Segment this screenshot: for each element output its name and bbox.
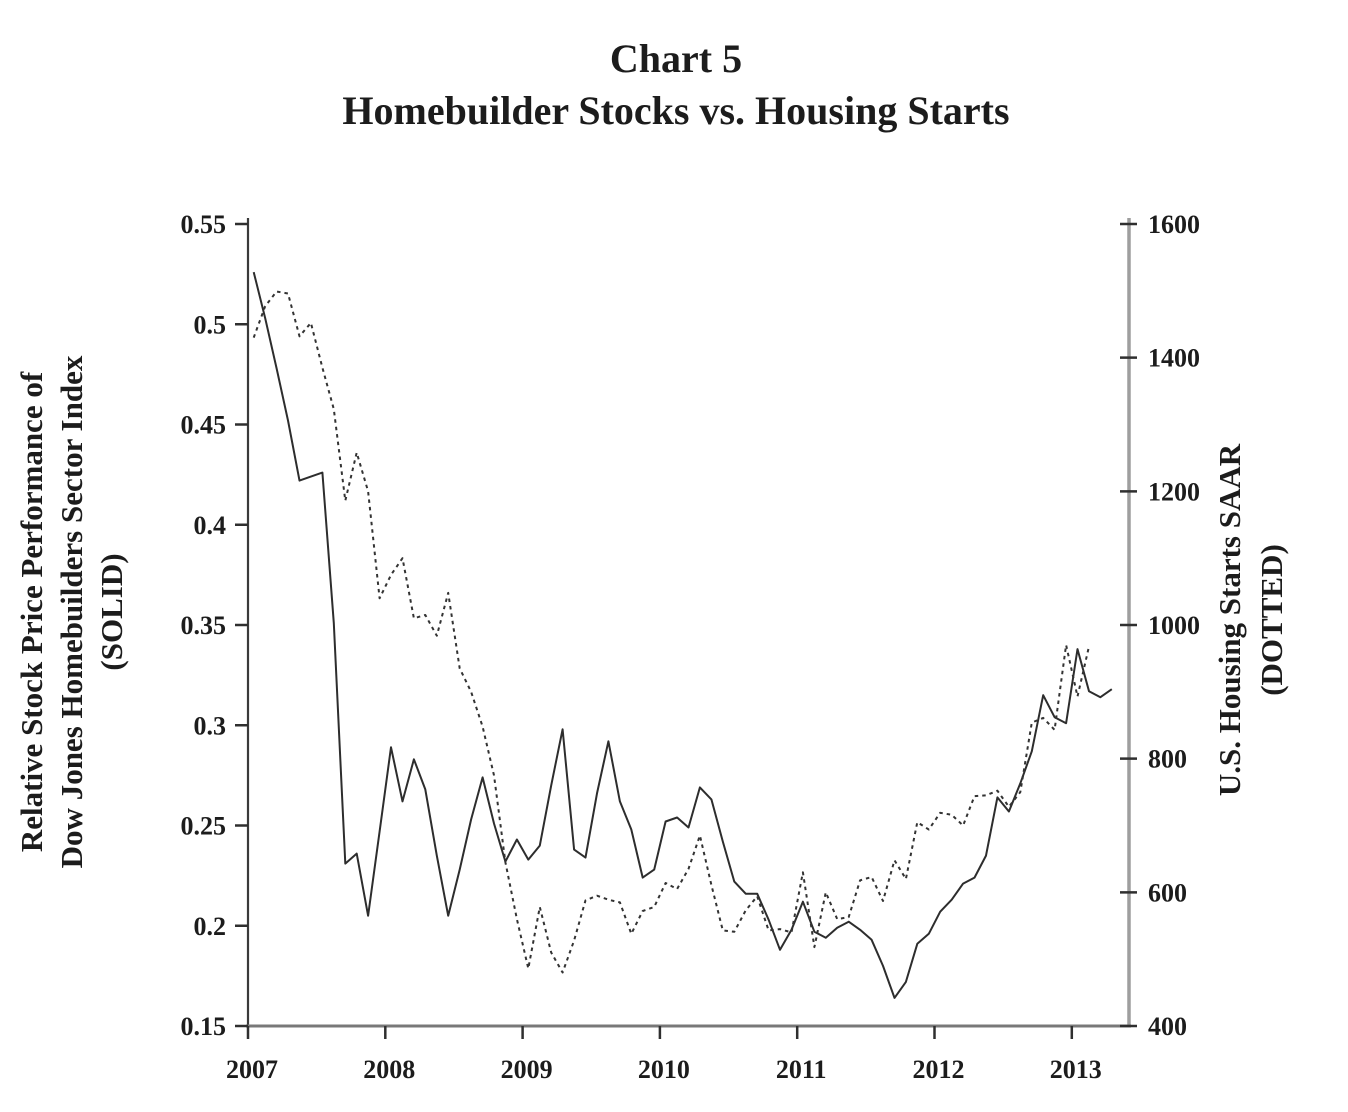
right-axis-tick-label: 1400 bbox=[1148, 344, 1200, 373]
left-axis-tick-label: 0.35 bbox=[181, 611, 227, 640]
right-axis-tick-label: 400 bbox=[1148, 1012, 1187, 1041]
x-axis-tick-label: 2013 bbox=[1050, 1055, 1102, 1084]
right-axis-label-line-2: (DOTTED) bbox=[1254, 544, 1289, 696]
left-axis-tick-label: 0.3 bbox=[194, 711, 227, 740]
chart-subtitle: Homebuilder Stocks vs. Housing Starts bbox=[342, 88, 1009, 133]
left-axis-tick-label: 0.15 bbox=[181, 1012, 227, 1041]
x-axis-tick-label: 2011 bbox=[776, 1055, 827, 1084]
housing-starts-dotted-line bbox=[252, 290, 1090, 974]
x-axis-tick-label: 2007 bbox=[226, 1055, 278, 1084]
axes-layer: 0.55 0.5 0.45 0.4 0.35 0.3 0.25 0.2 0.15 1600 1400… bbox=[181, 210, 1201, 1084]
x-axis-tick-label: 2008 bbox=[363, 1055, 415, 1084]
homebuilder-stocks-solid-line bbox=[252, 271, 1113, 999]
series-layer bbox=[252, 271, 1113, 999]
right-axis-label-line-1: U.S. Housing Starts SAAR bbox=[1212, 443, 1247, 796]
x-axis-tick-label: 2012 bbox=[913, 1055, 965, 1084]
x-axis-tick-label: 2009 bbox=[501, 1055, 553, 1084]
left-axis-tick-label: 0.25 bbox=[181, 812, 227, 841]
left-axis-tick-label: 0.4 bbox=[194, 511, 227, 540]
left-axis-tick-label: 0.45 bbox=[181, 411, 227, 440]
left-axis-tick-label: 0.2 bbox=[194, 912, 227, 941]
right-axis-tick-label: 600 bbox=[1148, 878, 1187, 907]
left-axis-label-line-1: Relative Stock Price Performance of bbox=[14, 371, 49, 852]
right-axis-tick-label: 1600 bbox=[1148, 210, 1200, 239]
left-axis-tick-label: 0.5 bbox=[194, 310, 227, 339]
right-axis-tick-label: 1000 bbox=[1148, 611, 1200, 640]
left-axis-tick-label: 0.55 bbox=[181, 210, 227, 239]
x-axis-tick-label: 2010 bbox=[638, 1055, 690, 1084]
right-axis-tick-label: 800 bbox=[1148, 745, 1187, 774]
chart-title: Chart 5 bbox=[610, 36, 742, 81]
right-axis-tick-label: 1200 bbox=[1148, 477, 1200, 506]
left-axis-label-line-2: Dow Jones Homebuilders Sector Index bbox=[54, 355, 89, 868]
left-axis-label-line-3: (SOLID) bbox=[94, 553, 129, 670]
